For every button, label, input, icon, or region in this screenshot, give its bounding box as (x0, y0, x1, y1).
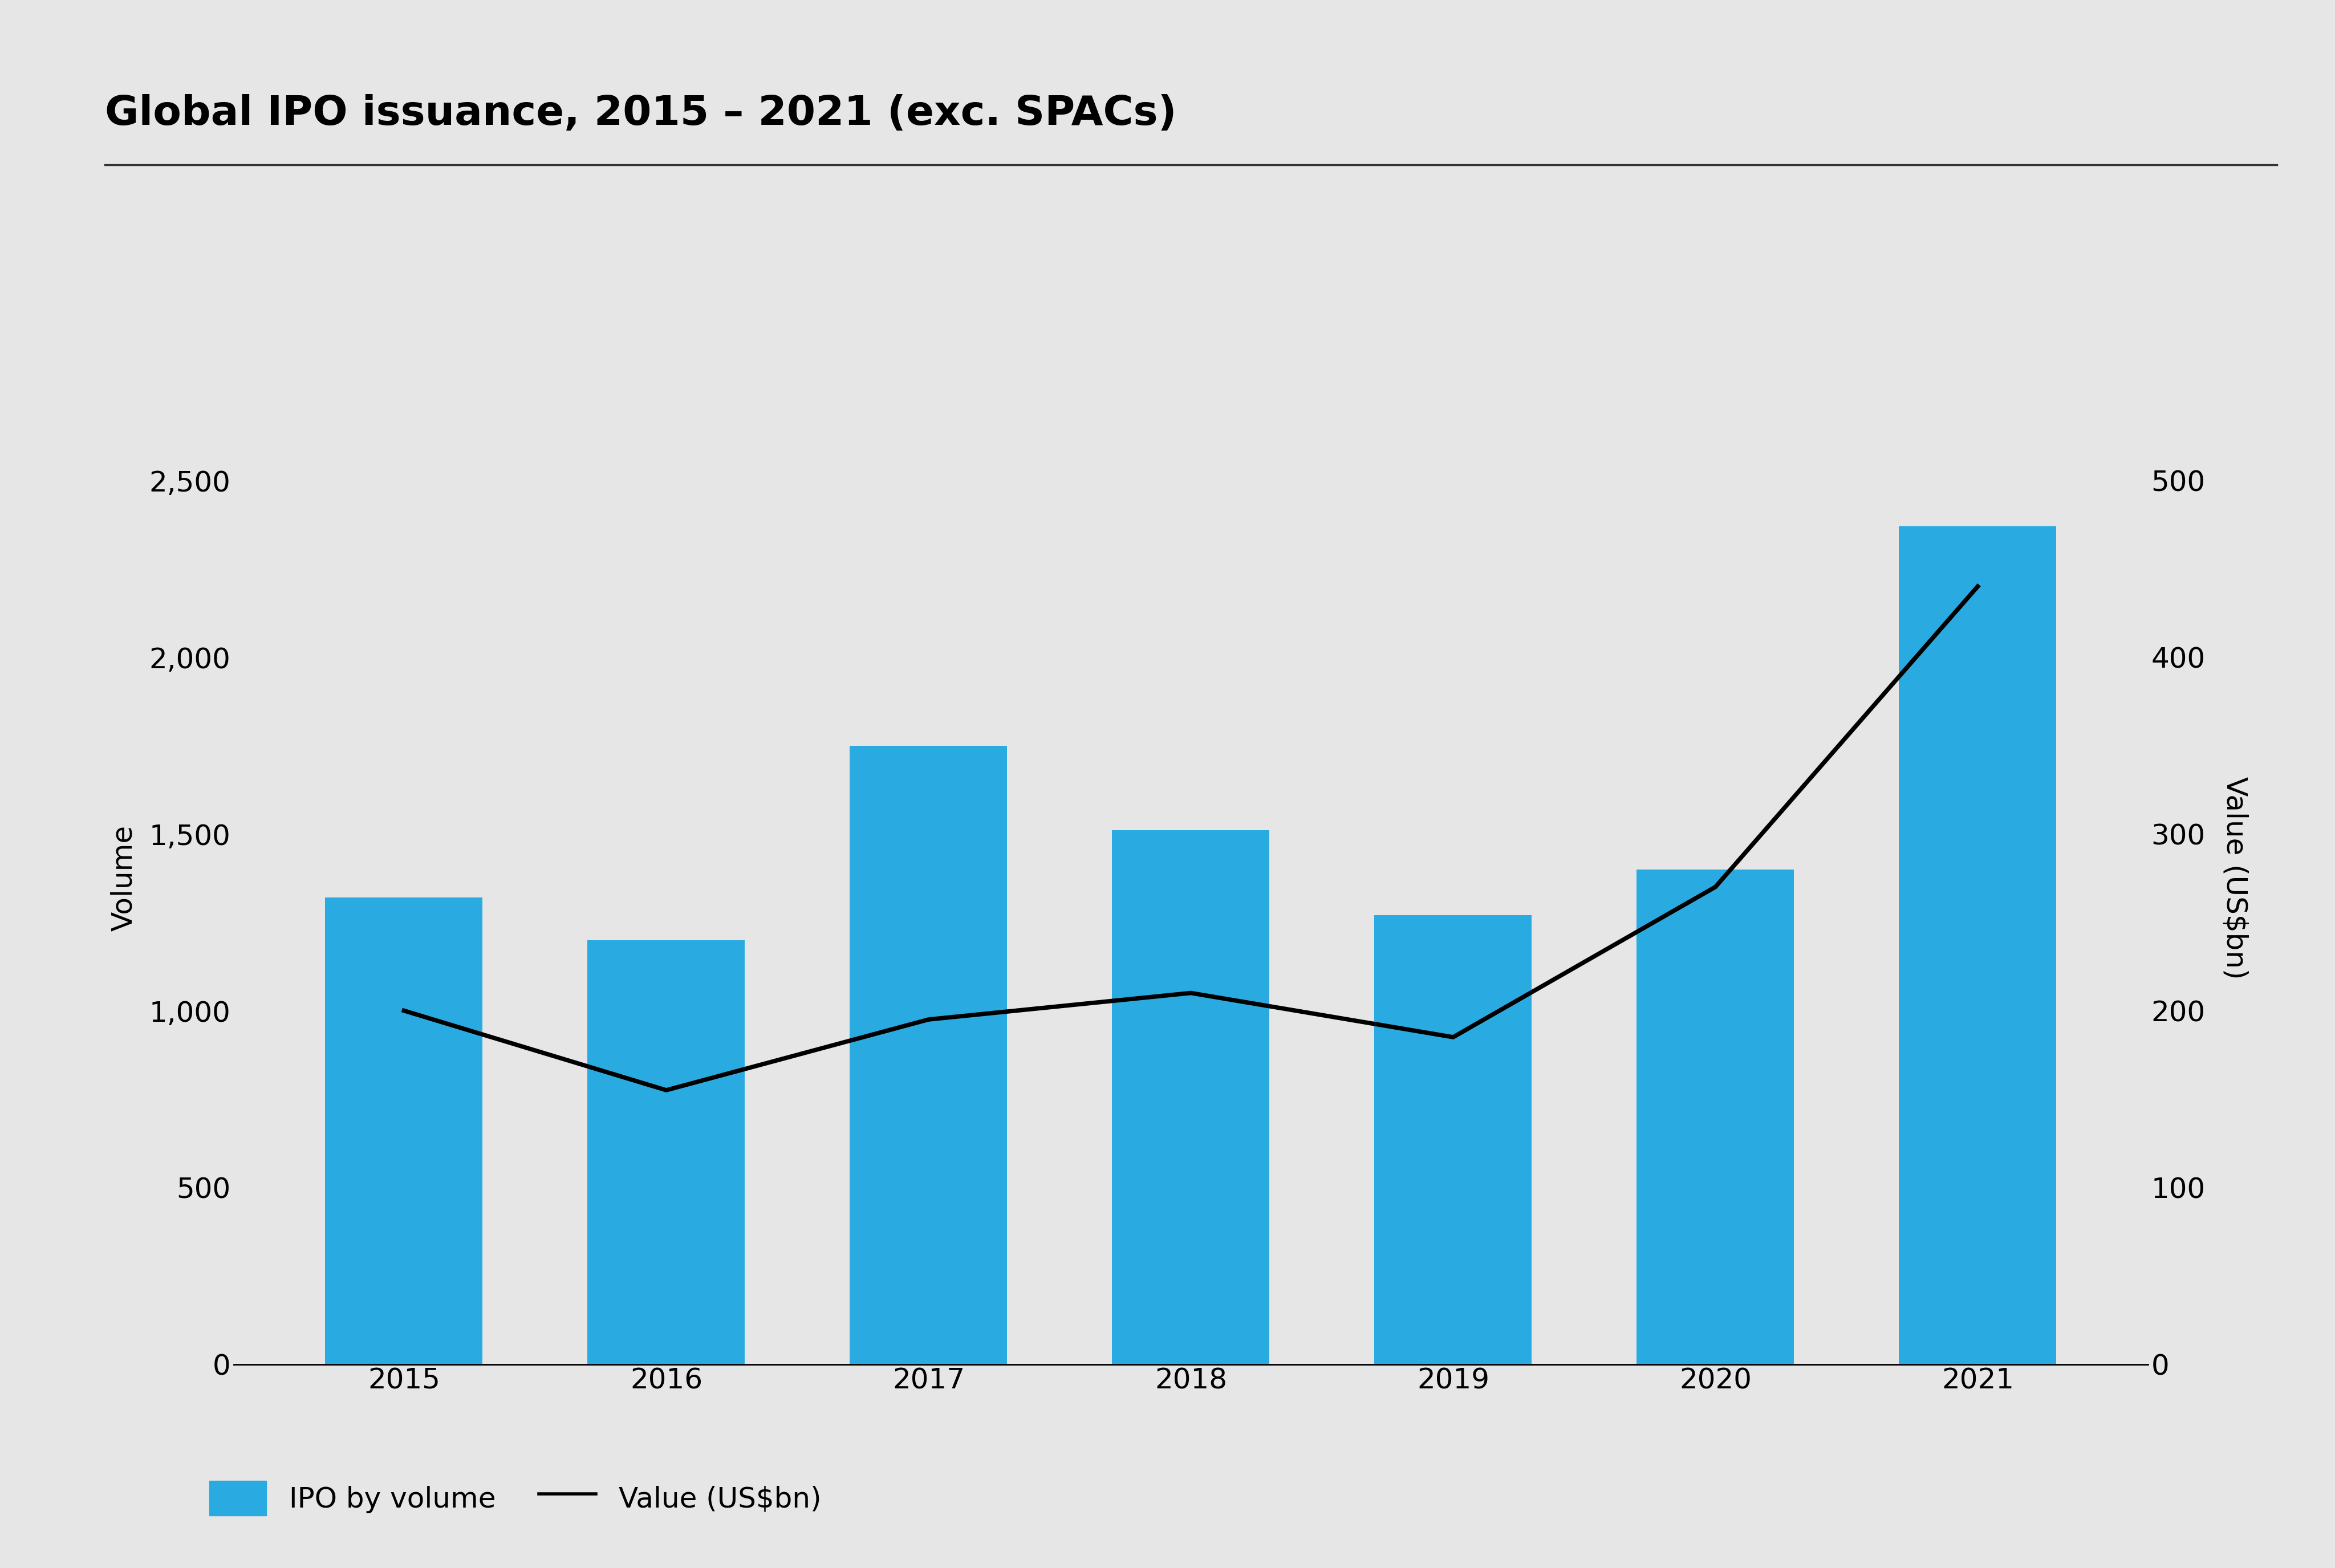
Y-axis label: Value (US$bn): Value (US$bn) (2221, 776, 2249, 980)
Bar (850, 745, 1006, 1364)
Bar (1375, 916, 1532, 1364)
Bar (1637, 869, 1793, 1364)
Bar (325, 897, 483, 1364)
Y-axis label: Volume: Volume (110, 825, 138, 931)
Bar (1898, 527, 2057, 1364)
Bar (1111, 831, 1270, 1364)
Legend: IPO by volume, Value (US$bn): IPO by volume, Value (US$bn) (210, 1480, 822, 1515)
Bar (588, 939, 745, 1364)
Text: Global IPO issuance, 2015 – 2021 (exc. SPACs): Global IPO issuance, 2015 – 2021 (exc. S… (105, 94, 1177, 133)
